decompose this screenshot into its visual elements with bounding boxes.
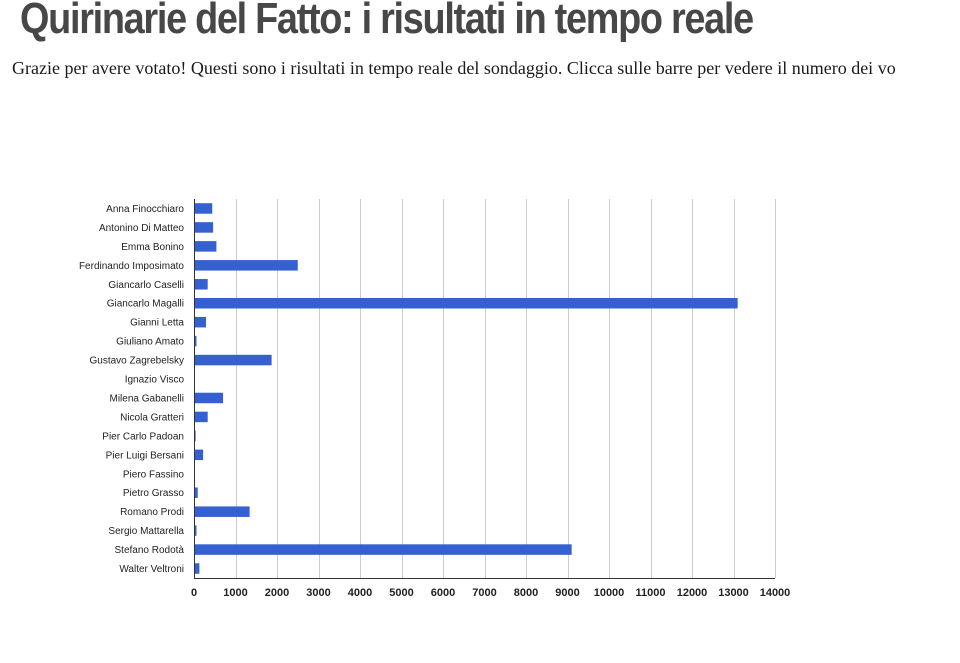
- bar[interactable]: [194, 297, 738, 309]
- bar[interactable]: [194, 487, 198, 498]
- axes: [194, 199, 775, 579]
- bar[interactable]: [194, 411, 208, 423]
- bar[interactable]: [194, 544, 572, 555]
- intro-text: Grazie per avere votato! Questi sono i r…: [12, 58, 896, 78]
- x-tick-label: 9000: [555, 587, 579, 599]
- category-label: Antonino Di Matteo: [99, 223, 184, 234]
- category-labels: Anna Finocchiaro Antonino Di Matteo Emma B…: [79, 204, 185, 575]
- bar[interactable]: [194, 203, 213, 214]
- grid-lines: [236, 199, 776, 578]
- page-title: Quirinarie del Fatto: i risultati in tem…: [20, 0, 754, 43]
- category-label: Piero Fassino: [123, 469, 185, 480]
- bar[interactable]: [194, 260, 298, 271]
- x-tick-label: 11000: [636, 587, 666, 599]
- bar[interactable]: [194, 563, 200, 574]
- category-label: Gustavo Zagrebelsky: [90, 356, 185, 367]
- bar[interactable]: [194, 449, 204, 461]
- bar[interactable]: [194, 335, 197, 347]
- category-label: Emma Bonino: [121, 242, 184, 253]
- category-label: Ignazio Visco: [125, 375, 185, 386]
- x-tick-label: 14000: [760, 587, 791, 599]
- x-tick-label: 3000: [306, 587, 330, 599]
- x-tick-label: 5000: [389, 587, 413, 599]
- x-tick-label: 7000: [472, 587, 496, 599]
- category-label: Giancarlo Magalli: [107, 299, 184, 310]
- bar[interactable]: [194, 354, 272, 366]
- x-tick-label: 8000: [514, 587, 538, 599]
- category-label: Nicola Gratteri: [120, 412, 184, 423]
- category-label: Pier Carlo Padoan: [102, 431, 184, 442]
- x-tick-label: 0: [191, 587, 197, 599]
- bar[interactable]: [194, 222, 214, 233]
- category-label: Sergio Mattarella: [108, 526, 184, 537]
- x-tick-label: 1000: [223, 587, 247, 599]
- bars[interactable]: [194, 203, 738, 574]
- category-label: Giuliano Amato: [116, 337, 184, 348]
- tick-labels: 0 1000 2000 3000 4000 5000 6000 7000 8000 9000 100…: [191, 587, 790, 599]
- bar[interactable]: [194, 392, 224, 404]
- category-label: Pietro Grasso: [123, 488, 185, 499]
- bar[interactable]: [194, 241, 217, 252]
- bar[interactable]: [194, 525, 197, 536]
- x-tick-label: 13000: [718, 587, 749, 599]
- x-tick-label: 2000: [265, 587, 289, 599]
- bar[interactable]: [194, 506, 250, 517]
- x-tick-label: 6000: [431, 587, 455, 599]
- category-label: Milena Gabanelli: [110, 393, 185, 404]
- category-label: Gianni Letta: [130, 318, 184, 329]
- category-label: Pier Luigi Bersani: [106, 450, 184, 461]
- x-tick-label: 4000: [348, 587, 372, 599]
- category-label: Stefano Rodotà: [115, 545, 185, 556]
- bar[interactable]: [194, 316, 207, 328]
- category-label: Walter Veltroni: [119, 564, 184, 575]
- category-label: Romano Prodi: [120, 507, 184, 518]
- category-label: Ferdinando Imposimato: [79, 261, 184, 272]
- category-label: Giancarlo Caselli: [108, 280, 184, 291]
- x-tick-label: 10000: [594, 587, 625, 599]
- category-label: Anna Finocchiaro: [106, 204, 184, 215]
- bar[interactable]: [194, 279, 208, 290]
- x-tick-label: 12000: [677, 587, 708, 599]
